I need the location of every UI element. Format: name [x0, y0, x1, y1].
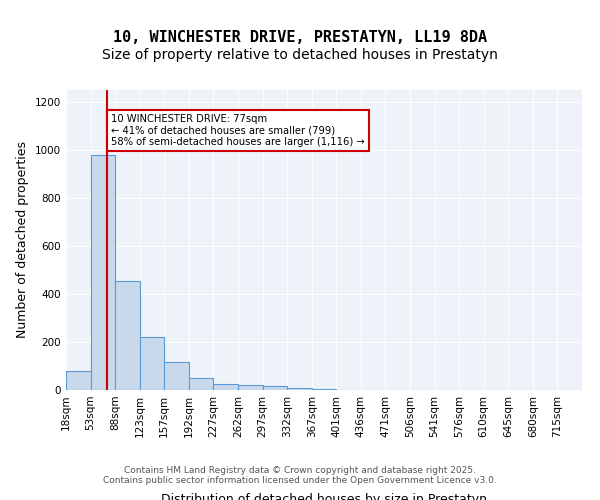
X-axis label: Distribution of detached houses by size in Prestatyn: Distribution of detached houses by size …: [161, 492, 487, 500]
Text: Contains HM Land Registry data © Crown copyright and database right 2025.
Contai: Contains HM Land Registry data © Crown c…: [103, 466, 497, 485]
Text: 10 WINCHESTER DRIVE: 77sqm
← 41% of detached houses are smaller (799)
58% of sem: 10 WINCHESTER DRIVE: 77sqm ← 41% of deta…: [111, 114, 365, 147]
Bar: [312, 389, 336, 390]
Bar: [66, 371, 91, 390]
Y-axis label: Number of detached properties: Number of detached properties: [16, 142, 29, 338]
Bar: [115, 281, 140, 390]
Bar: [263, 386, 287, 390]
Bar: [189, 378, 214, 390]
Bar: [287, 388, 312, 390]
Text: 10, WINCHESTER DRIVE, PRESTATYN, LL19 8DA: 10, WINCHESTER DRIVE, PRESTATYN, LL19 8D…: [113, 30, 487, 45]
Text: Size of property relative to detached houses in Prestatyn: Size of property relative to detached ho…: [102, 48, 498, 62]
Bar: [91, 155, 115, 390]
Bar: [214, 384, 238, 390]
Bar: [238, 385, 263, 390]
Bar: [140, 337, 164, 390]
Bar: [164, 362, 189, 390]
